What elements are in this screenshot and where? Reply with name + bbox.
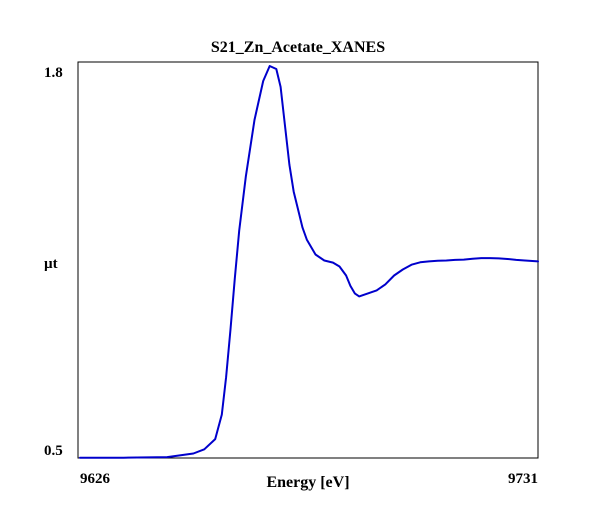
plot-frame — [77, 61, 539, 459]
series-line — [79, 65, 539, 459]
x-tick-label-max: 9731 — [508, 471, 538, 487]
y-tick-label-min: 0.5 — [44, 443, 63, 459]
y-axis-label: µt — [44, 256, 58, 272]
chart-title: S21_Zn_Acetate_XANES — [211, 39, 385, 56]
x-axis-label: Energy [eV] — [266, 474, 349, 491]
y-tick-label-max: 1.8 — [44, 65, 63, 81]
x-tick-label-min: 9626 — [80, 471, 111, 487]
